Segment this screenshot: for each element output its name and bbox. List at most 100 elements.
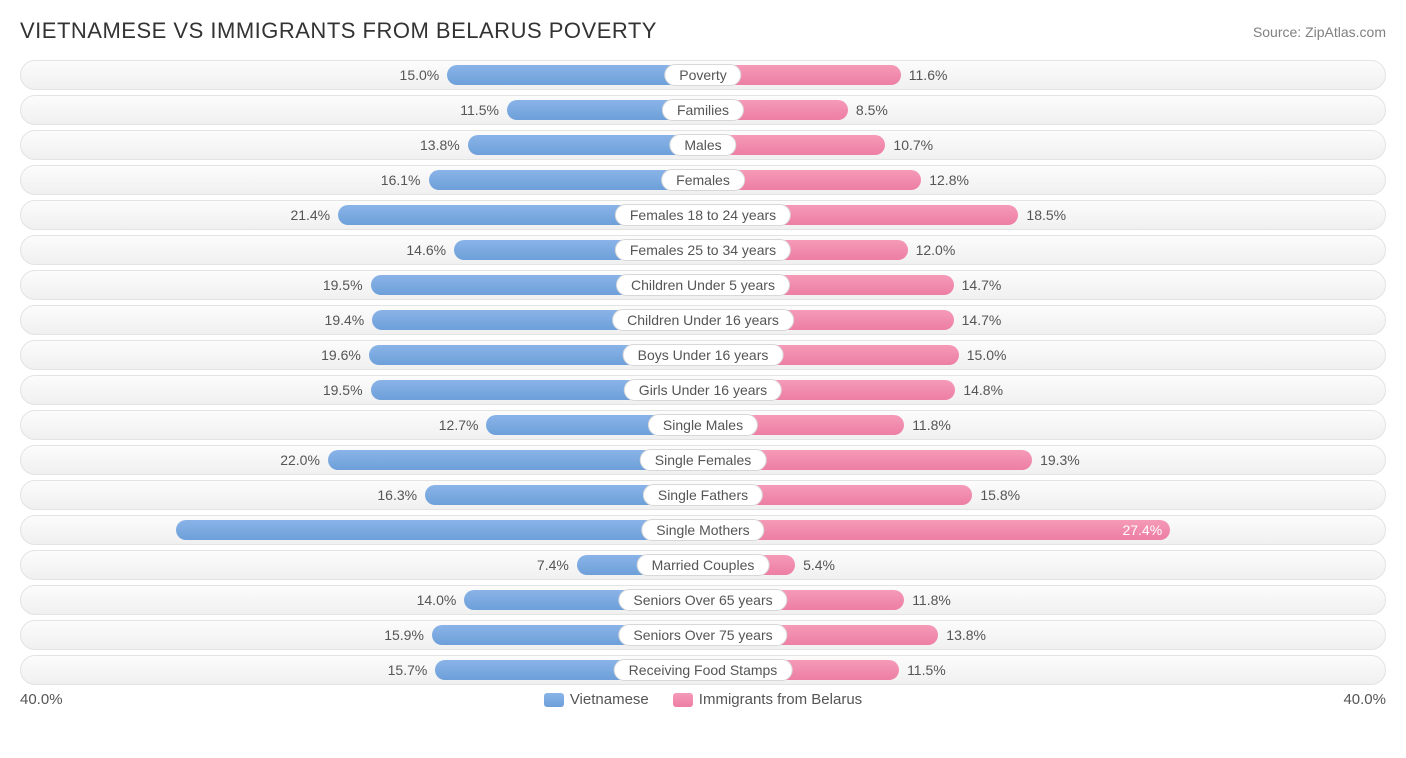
row-left-half: 13.8% [21, 131, 703, 159]
chart-row: 14.6% 12.0% Females 25 to 34 years [20, 235, 1386, 265]
row-right-half: 12.0% [703, 236, 1385, 264]
diverging-bar-chart: 15.0%11.6%Poverty11.5%8.5%Families13.8%1… [20, 60, 1386, 685]
row-right-half: 5.4% [703, 551, 1385, 579]
value-right: 11.6% [901, 67, 948, 83]
value-right: 5.4% [795, 557, 835, 573]
row-left-half: 22.0% [21, 446, 703, 474]
chart-row: 21.4%18.5%Females 18 to 24 years [20, 200, 1386, 230]
chart-row: 15.9% 13.8% Seniors Over 75 years [20, 620, 1386, 650]
row-left-half: 16.3% [21, 481, 703, 509]
value-right: 15.0% [959, 347, 1007, 363]
value-right: 15.8% [972, 487, 1020, 503]
category-label: Boys Under 16 years [623, 344, 784, 366]
row-left-half: 21.4% [21, 201, 703, 229]
value-left: 19.5% [323, 382, 371, 398]
chart-source: Source: ZipAtlas.com [1253, 24, 1386, 40]
chart-row: 16.3%15.8%Single Fathers [20, 480, 1386, 510]
chart-row: 30.9% 27.4% Single Mothers [20, 515, 1386, 545]
value-left: 15.9% [384, 627, 432, 643]
axis-max-right: 40.0% [1343, 691, 1386, 708]
chart-row: 19.4% 14.7% Children Under 16 years [20, 305, 1386, 335]
value-right: 18.5% [1018, 207, 1066, 223]
chart-row: 19.5%14.7%Children Under 5 years [20, 270, 1386, 300]
row-left-half: 19.4% [21, 306, 703, 334]
legend-swatch-right [673, 693, 693, 707]
row-right-half: 13.8% [703, 621, 1385, 649]
value-right: 11.5% [899, 662, 946, 678]
row-right-half: 11.6% [703, 61, 1385, 89]
row-right-half: 11.8% [703, 586, 1385, 614]
row-left-half: 11.5% [21, 96, 703, 124]
chart-footer: 40.0% Vietnamese Immigrants from Belarus… [20, 691, 1386, 708]
category-label: Children Under 16 years [612, 309, 794, 331]
chart-row: 14.0% 11.8% Seniors Over 65 years [20, 585, 1386, 615]
value-left: 15.0% [400, 67, 448, 83]
chart-row: 19.6% 15.0% Boys Under 16 years [20, 340, 1386, 370]
category-label: Seniors Over 65 years [618, 589, 787, 611]
category-label: Single Males [648, 414, 758, 436]
value-right: 14.8% [955, 382, 1003, 398]
row-right-half: 14.7% [703, 306, 1385, 334]
category-label: Receiving Food Stamps [614, 659, 793, 681]
row-right-half: 15.8% [703, 481, 1385, 509]
row-left-half: 14.6% [21, 236, 703, 264]
value-left: 19.6% [321, 347, 369, 363]
category-label: Females [661, 169, 745, 191]
chart-row: 11.5% 8.5% Families [20, 95, 1386, 125]
value-right: 13.8% [938, 627, 986, 643]
category-label: Single Mothers [641, 519, 764, 541]
value-left: 19.4% [325, 312, 373, 328]
chart-row: 15.0% 11.6% Poverty [20, 60, 1386, 90]
category-label: Families [662, 99, 744, 121]
value-right: 8.5% [848, 102, 888, 118]
value-left: 13.8% [420, 137, 468, 153]
chart-row: 12.7%11.8%Single Males [20, 410, 1386, 440]
value-left: 16.3% [377, 487, 425, 503]
value-left: 14.0% [417, 592, 465, 608]
row-left-half: 15.0% [21, 61, 703, 89]
value-right: 11.8% [904, 417, 951, 433]
value-right: 27.4% [1122, 522, 1162, 538]
bar-left: 30.9% [176, 520, 703, 540]
row-right-half: 8.5% [703, 96, 1385, 124]
bar-right: 27.4% [703, 520, 1170, 540]
chart-row: 16.1% 12.8% Females [20, 165, 1386, 195]
legend-label-left: Vietnamese [570, 691, 649, 708]
row-right-half: 18.5% [703, 201, 1385, 229]
chart-title: VIETNAMESE VS IMMIGRANTS FROM BELARUS PO… [20, 18, 657, 44]
axis-max-left: 40.0% [20, 691, 63, 708]
category-label: Seniors Over 75 years [618, 624, 787, 646]
value-left: 19.5% [323, 277, 371, 293]
value-left: 22.0% [280, 452, 328, 468]
value-right: 10.7% [885, 137, 933, 153]
value-left: 14.6% [406, 242, 454, 258]
value-right: 12.0% [908, 242, 956, 258]
row-left-half: 7.4% [21, 551, 703, 579]
category-label: Single Females [640, 449, 767, 471]
category-label: Females 25 to 34 years [615, 239, 791, 261]
legend-swatch-left [544, 693, 564, 707]
row-left-half: 14.0% [21, 586, 703, 614]
chart-header: VIETNAMESE VS IMMIGRANTS FROM BELARUS PO… [20, 18, 1386, 44]
value-left: 7.4% [537, 557, 577, 573]
chart-row: 7.4%5.4%Married Couples [20, 550, 1386, 580]
row-right-half: 19.3% [703, 446, 1385, 474]
category-label: Poverty [664, 64, 741, 86]
chart-row: 22.0% 19.3%Single Females [20, 445, 1386, 475]
value-right: 11.8% [904, 592, 951, 608]
value-right: 12.8% [921, 172, 969, 188]
value-right: 14.7% [954, 312, 1002, 328]
bar-left: 13.8% [468, 135, 703, 155]
legend-item-left: Vietnamese [544, 691, 649, 708]
category-label: Males [669, 134, 736, 156]
category-label: Girls Under 16 years [624, 379, 782, 401]
row-left-half: 19.6% [21, 341, 703, 369]
row-right-half: 11.8% [703, 411, 1385, 439]
value-left: 16.1% [381, 172, 429, 188]
row-left-half: 15.7% [21, 656, 703, 684]
value-left: 21.4% [290, 207, 338, 223]
value-left: 15.7% [388, 662, 436, 678]
row-left-half: 19.5% [21, 271, 703, 299]
legend-label-right: Immigrants from Belarus [699, 691, 862, 708]
row-right-half: 10.7% [703, 131, 1385, 159]
